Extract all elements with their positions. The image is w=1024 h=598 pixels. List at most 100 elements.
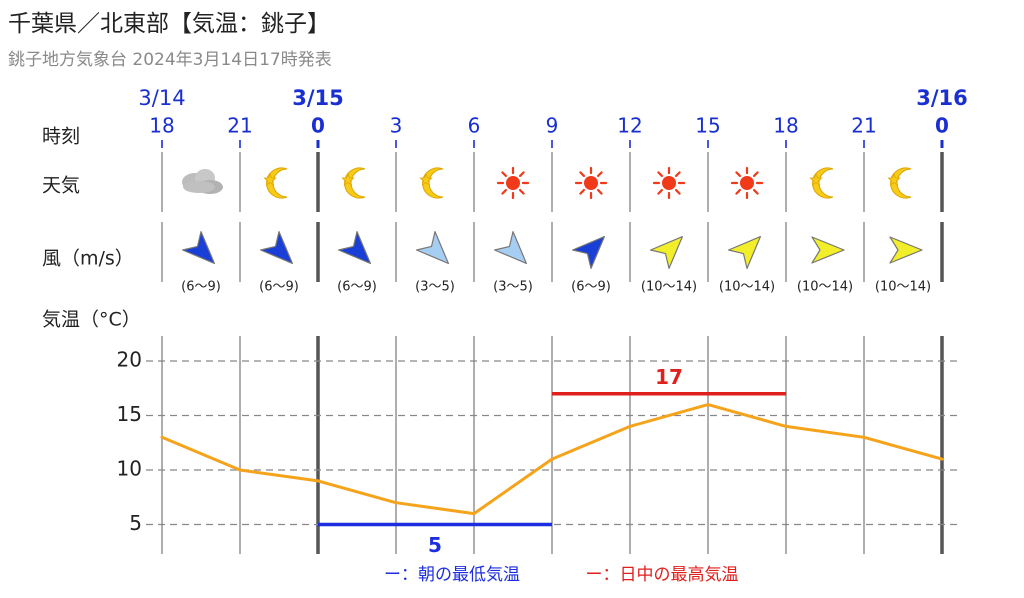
wind-arrow-icon xyxy=(650,235,684,269)
sun-core xyxy=(506,176,520,190)
wind-arrow-shape xyxy=(338,231,372,265)
temperature-point xyxy=(862,435,866,439)
wind-arrow-shape xyxy=(811,236,845,264)
wind-range-label: (6～9) xyxy=(181,280,221,295)
temperature-point xyxy=(472,512,476,516)
wind-arrow-icon xyxy=(572,235,606,269)
moon-icon xyxy=(887,167,912,199)
hour-label: 6 xyxy=(468,114,481,138)
y-tick-label: 10 xyxy=(117,457,142,481)
wind-arrow-shape xyxy=(260,231,294,265)
moon-shape xyxy=(812,167,834,199)
wind-arrow-icon xyxy=(811,236,845,264)
wind-range-label: (10～14) xyxy=(875,280,931,295)
hour-label: 21 xyxy=(227,114,252,138)
wind-arrow-shape xyxy=(650,235,684,269)
sun-ray xyxy=(596,171,603,178)
sun-core xyxy=(740,176,754,190)
legend-max: ー：日中の最高気温 xyxy=(586,565,739,585)
legend-min: ー：朝の最低気温 xyxy=(384,565,520,585)
sun-icon xyxy=(496,166,530,200)
moon-icon xyxy=(809,167,834,199)
wind-range-label: (3～5) xyxy=(415,280,455,295)
star-shape xyxy=(341,172,355,186)
hour-label: 3 xyxy=(390,114,403,138)
hour-label: 15 xyxy=(695,114,720,138)
sun-ray xyxy=(501,171,508,178)
time-row-label: 時刻 xyxy=(42,126,80,148)
wind-arrow-icon xyxy=(494,231,528,265)
temperature-point xyxy=(784,424,788,428)
sun-ray xyxy=(579,171,586,178)
temperature-point xyxy=(550,457,554,461)
wind-arrow-icon xyxy=(416,231,450,265)
max-temp-label: 17 xyxy=(655,365,683,389)
y-tick-label: 5 xyxy=(129,511,142,535)
page-title: 千葉県／北東部【気温：銚子】 xyxy=(8,11,330,37)
hour-label: 18 xyxy=(773,114,798,138)
sun-ray xyxy=(518,188,525,195)
wind-range-label: (6～9) xyxy=(337,280,377,295)
sun-ray xyxy=(674,188,681,195)
sun-ray xyxy=(735,171,742,178)
y-tick-label: 15 xyxy=(117,402,142,426)
hour-label: 0 xyxy=(311,114,325,138)
temperature-point xyxy=(238,468,242,472)
sun-core xyxy=(584,176,598,190)
sun-icon xyxy=(730,166,764,200)
temperature-point xyxy=(940,457,944,461)
temperature-point xyxy=(628,424,632,428)
sun-ray xyxy=(657,188,664,195)
wind-arrow-shape xyxy=(728,235,762,269)
star-shape xyxy=(809,172,823,186)
sun-ray xyxy=(674,171,681,178)
temperature-point xyxy=(706,403,710,407)
y-tick-label: 20 xyxy=(117,348,142,372)
wind-range-label: (10～14) xyxy=(641,280,697,295)
cloud-part xyxy=(183,181,215,193)
min-temp-label: 5 xyxy=(428,533,442,557)
sun-icon xyxy=(652,166,686,200)
wind-arrow-shape xyxy=(572,235,606,269)
date-label: 3/15 xyxy=(292,86,344,110)
wind-arrow-shape xyxy=(416,231,450,265)
wind-arrow-icon xyxy=(728,235,762,269)
date-label: 3/14 xyxy=(138,86,185,110)
moon-icon xyxy=(341,167,366,199)
wind-arrow-shape xyxy=(889,236,923,264)
wind-range-label: (10～14) xyxy=(797,280,853,295)
wind-arrow-icon xyxy=(889,236,923,264)
moon-shape xyxy=(344,167,366,199)
sun-core xyxy=(662,176,676,190)
sun-ray xyxy=(579,188,586,195)
wind-row-label: 風（m/s） xyxy=(42,248,134,270)
page-subtitle: 銚子地方気象台 2024年3月14日17時発表 xyxy=(8,50,332,70)
sun-ray xyxy=(518,171,525,178)
temperature-point xyxy=(316,479,320,483)
wind-range-label: (6～9) xyxy=(571,280,611,295)
sun-ray xyxy=(501,188,508,195)
hour-label: 18 xyxy=(149,114,174,138)
moon-icon xyxy=(419,167,444,199)
sun-ray xyxy=(657,171,664,178)
wind-arrow-shape xyxy=(182,231,216,265)
temperature-point xyxy=(394,501,398,505)
moon-shape xyxy=(422,167,444,199)
wind-range-label: (10～14) xyxy=(719,280,775,295)
wind-arrow-shape xyxy=(494,231,528,265)
sun-ray xyxy=(596,188,603,195)
sun-ray xyxy=(752,171,759,178)
wind-arrow-icon xyxy=(260,231,294,265)
wind-range-label: (3～5) xyxy=(493,280,533,295)
date-label: 3/16 xyxy=(916,86,968,110)
moon-shape xyxy=(266,167,288,199)
wind-arrow-icon xyxy=(338,231,372,265)
wind-range-label: (6～9) xyxy=(259,280,299,295)
hour-label: 12 xyxy=(617,114,642,138)
moon-icon xyxy=(263,167,288,199)
hour-label: 9 xyxy=(546,114,559,138)
hour-label: 21 xyxy=(851,114,876,138)
moon-shape xyxy=(890,167,912,199)
temp-row-label: 気温（°C） xyxy=(42,309,141,331)
